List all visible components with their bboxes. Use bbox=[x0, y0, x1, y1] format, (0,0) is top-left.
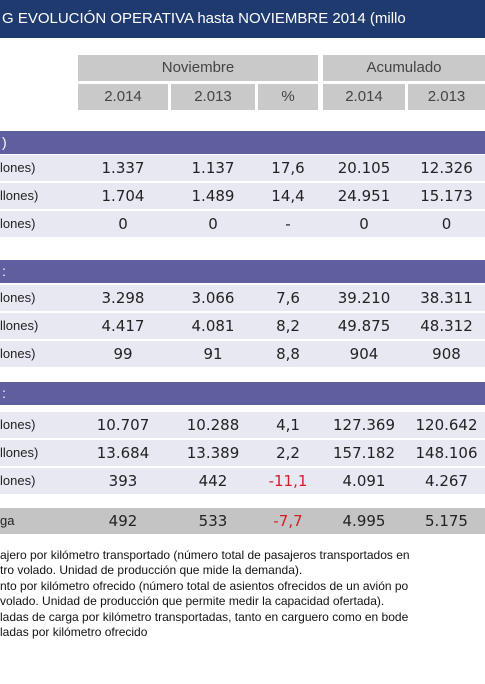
table-cell: 48.312 bbox=[420, 317, 473, 335]
table-cell: 13.684 bbox=[96, 444, 150, 462]
table-cell: 908 bbox=[432, 345, 461, 363]
table-cell: 127.369 bbox=[332, 416, 396, 434]
table-cell: 4.091 bbox=[342, 472, 386, 490]
table-cell: -11,1 bbox=[268, 472, 308, 490]
table-cell: 49.875 bbox=[337, 317, 391, 335]
table-cell: 3.298 bbox=[101, 289, 145, 307]
header-col: 2.014 bbox=[323, 84, 405, 110]
footnote-line: ladas por kilómetro ofrecido bbox=[0, 625, 148, 640]
table-cell: 4,1 bbox=[276, 416, 300, 434]
table-cell: 38.311 bbox=[420, 289, 473, 307]
table-cell: 3.066 bbox=[191, 289, 235, 307]
page-title: G EVOLUCIÓN OPERATIVA hasta NOVIEMBRE 20… bbox=[0, 0, 485, 38]
header-col: 2.013 bbox=[408, 84, 485, 110]
table-cell: 157.182 bbox=[332, 444, 396, 462]
row-label: llones) bbox=[0, 318, 39, 333]
footnote-line: volado. Unidad de producción que permite… bbox=[0, 594, 385, 609]
row-label: lones) bbox=[0, 160, 36, 175]
header-col: % bbox=[258, 84, 318, 110]
table-cell: 99 bbox=[113, 345, 133, 363]
section-header: ) bbox=[0, 131, 485, 154]
table-cell: 0 bbox=[359, 215, 369, 233]
header-noviembre: Noviembre bbox=[78, 55, 318, 81]
footnote-line: ajero por kilómetro transportado (número… bbox=[0, 548, 410, 562]
total-row: ga 492 533 -7,7 4.995 5.175 bbox=[0, 508, 485, 534]
section-header: : bbox=[0, 382, 485, 405]
table-row: lones) 10.707 10.288 4,1 127.369 120.642 bbox=[0, 412, 485, 438]
table-cell: 8,2 bbox=[276, 317, 300, 335]
footnote-line: ladas de carga por kilómetro transportad… bbox=[0, 609, 409, 624]
header-acumulado: Acumulado bbox=[323, 55, 485, 81]
table-row: llones) 4.417 4.081 8,2 49.875 48.312 bbox=[0, 313, 485, 339]
table-cell: 393 bbox=[108, 472, 138, 490]
table-cell: 0 bbox=[441, 215, 452, 233]
table-cell: 10.707 bbox=[96, 416, 150, 434]
table-cell: 1.137 bbox=[191, 159, 235, 177]
table-cell: 4.417 bbox=[101, 317, 145, 335]
table-row: lones) 3.298 3.066 7,6 39.210 38.311 bbox=[0, 285, 485, 311]
table-row: lones) 99 91 8,8 904 908 bbox=[0, 341, 485, 367]
table-cell: 148.106 bbox=[415, 444, 478, 462]
table-cell: 4.267 bbox=[425, 472, 468, 490]
footnote-line: tro volado. Unidad de producción que mid… bbox=[0, 563, 303, 578]
row-label: lones) bbox=[0, 473, 36, 488]
table-row: lones) 1.337 1.137 17,6 20.105 12.326 bbox=[0, 155, 485, 181]
footnote-line: nto por kilómetro ofrecido (número total… bbox=[0, 578, 409, 593]
table-cell: 13.389 bbox=[186, 444, 240, 462]
section-header: : bbox=[0, 260, 485, 283]
row-label: llones) bbox=[0, 445, 39, 460]
table-cell: 0 bbox=[118, 215, 128, 233]
table-cell: 904 bbox=[349, 345, 379, 363]
table-cell: 120.642 bbox=[415, 416, 478, 434]
row-label: llones) bbox=[0, 188, 39, 203]
table-row: lones) 393 442 -11,1 4.091 4.267 bbox=[0, 468, 485, 494]
table-cell: 17,6 bbox=[271, 159, 305, 177]
table-cell: 8,8 bbox=[276, 345, 300, 363]
table-cell: 1.337 bbox=[101, 159, 145, 177]
header-col: 2.013 bbox=[171, 84, 255, 110]
table-row: llones) 1.704 1.489 14,4 24.951 15.173 bbox=[0, 183, 485, 209]
table-cell: 24.951 bbox=[337, 187, 391, 205]
table-cell: 1.489 bbox=[191, 187, 235, 205]
table-row: llones) 13.684 13.389 2,2 157.182 148.10… bbox=[0, 440, 485, 466]
row-label: lones) bbox=[0, 346, 36, 361]
row-label: lones) bbox=[0, 417, 36, 432]
table-cell: 533 bbox=[198, 512, 228, 530]
table-cell: 492 bbox=[108, 512, 138, 530]
row-label: lones) bbox=[0, 216, 36, 231]
table-cell: -7,7 bbox=[273, 512, 303, 530]
table-cell: 1.704 bbox=[101, 187, 145, 205]
table-cell: 39.210 bbox=[337, 289, 391, 307]
header-col: 2.014 bbox=[78, 84, 168, 110]
table-cell: 442 bbox=[198, 472, 228, 490]
table-cell: 5.175 bbox=[425, 512, 468, 530]
table-cell: 7,6 bbox=[276, 289, 300, 307]
table-cell: 91 bbox=[203, 345, 223, 363]
table-cell: 12.326 bbox=[420, 159, 473, 177]
table-cell: - bbox=[285, 215, 291, 233]
table-cell: 4.081 bbox=[191, 317, 235, 335]
table-cell: 14,4 bbox=[271, 187, 305, 205]
table-row: lones) 0 0 - 0 0 bbox=[0, 211, 485, 237]
footnotes: ajero por kilómetro transportado (número… bbox=[0, 548, 485, 640]
row-label: ga bbox=[0, 513, 15, 528]
row-label: lones) bbox=[0, 290, 36, 305]
table-cell: 2,2 bbox=[276, 444, 300, 462]
table-cell: 15.173 bbox=[420, 187, 473, 205]
table-cell: 20.105 bbox=[337, 159, 391, 177]
table-cell: 4.995 bbox=[342, 512, 386, 530]
table-cell: 10.288 bbox=[186, 416, 240, 434]
table-cell: 0 bbox=[208, 215, 218, 233]
